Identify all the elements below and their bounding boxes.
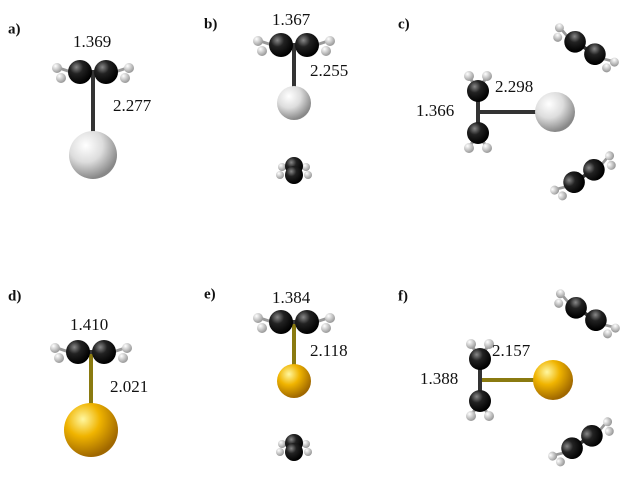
- ethylene: [549, 285, 623, 342]
- ethylene: [548, 19, 622, 76]
- ethylene: [547, 147, 621, 204]
- panel-b: b) 1.367 2.255: [204, 10, 348, 184]
- ethylene: [276, 157, 312, 184]
- panel-a: a) 1.369 2.277: [8, 21, 152, 179]
- figure: a) 1.369 2.277 b) 1.367 2.255 c) 2.298 1…: [0, 0, 635, 479]
- metal-atom: [277, 86, 311, 120]
- bond-length: 2.118: [310, 341, 348, 360]
- bond-length: 1.367: [272, 10, 311, 29]
- bond-length: 2.021: [110, 377, 148, 396]
- panel-c: c) 2.298 1.366: [398, 16, 622, 204]
- bond-length: 2.157: [492, 341, 531, 360]
- panel-label: c): [398, 16, 410, 32]
- panel-d: d) 1.410 2.021: [8, 288, 148, 457]
- panel-label: f): [398, 288, 408, 304]
- metal-atom: [69, 131, 117, 179]
- panel-label: d): [8, 288, 21, 304]
- bond-length: 2.255: [310, 61, 348, 80]
- panel-f: f) 2.157 1.388: [398, 285, 623, 470]
- metal-atom: [64, 403, 118, 457]
- panel-label: e): [204, 286, 216, 302]
- bond-length: 1.369: [73, 32, 111, 51]
- panel-e: e) 1.384 2.118: [204, 286, 348, 461]
- bond-length: 1.366: [416, 101, 454, 120]
- metal-atom: [277, 364, 311, 398]
- metal-atom: [535, 92, 575, 132]
- bond-length: 1.388: [420, 369, 458, 388]
- ethylene: [545, 413, 619, 470]
- bond-length: 2.298: [495, 77, 533, 96]
- ethylene: [276, 434, 312, 461]
- panel-label: a): [8, 21, 21, 37]
- panel-label: b): [204, 16, 217, 32]
- bond-length: 1.410: [70, 315, 108, 334]
- metal-atom: [533, 360, 573, 400]
- bond-length: 2.277: [113, 96, 152, 115]
- bond-length: 1.384: [272, 288, 311, 307]
